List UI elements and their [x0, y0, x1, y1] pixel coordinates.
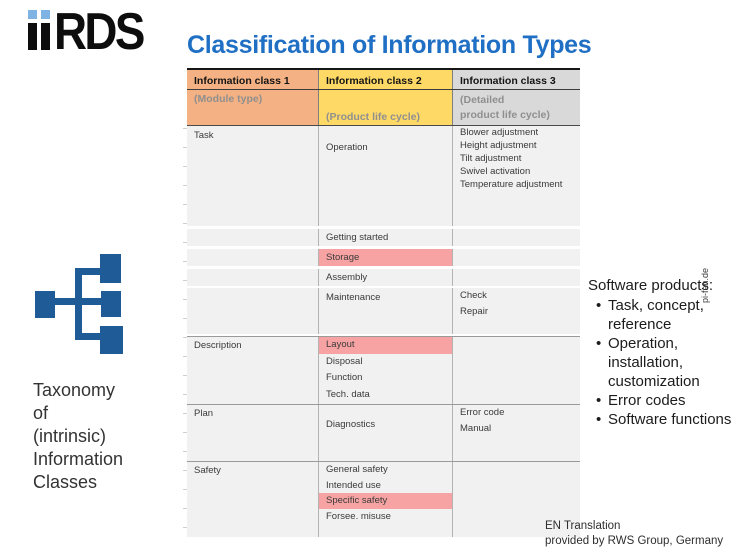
list-item: Intended use	[326, 479, 381, 491]
cell-task-details: Blower adjustment Height adjustment Tilt…	[452, 126, 580, 226]
note-bullet-item: • Task, concept, reference	[588, 296, 740, 334]
subheader-text: (Detailed	[460, 94, 505, 106]
credit-line-1: EN Translation	[545, 520, 621, 532]
subheader-text: product life cycle)	[460, 109, 550, 121]
detail-item: Tilt adjustment	[460, 153, 522, 164]
header-class-2: Information class 2	[318, 70, 452, 89]
bullet-icon: •	[596, 411, 602, 428]
header-class-3: Information class 3	[452, 70, 580, 89]
section-description: Description Layout Disposal Function Tec…	[187, 336, 580, 404]
translation-credit: EN Translation provided by RWS Group, Ge…	[545, 519, 723, 549]
detail-item: Blower adjustment	[460, 127, 539, 138]
subheader-module-type: (Module type)	[187, 90, 318, 125]
logo-dot-icon	[28, 10, 37, 19]
note-bullet-item: • Operation, installation, customization	[588, 334, 740, 391]
caption-line: Information	[33, 449, 124, 469]
bullet-text: Error codes	[608, 392, 686, 409]
cell-operation: Operation	[326, 142, 368, 153]
note-bullet-item: • Software functions	[588, 410, 740, 429]
bullet-icon: •	[596, 335, 602, 352]
taxonomy-caption: Taxonomy of (intrinsic) Information Clas…	[33, 379, 123, 494]
list-item: Tech. data	[326, 388, 370, 400]
section-storage: Storage	[187, 249, 580, 266]
cell-maintenance: Maintenance	[326, 292, 381, 303]
header-class-1: Information class 1	[187, 70, 318, 89]
software-products-note: Software products: • Task, concept, refe…	[588, 276, 740, 429]
iirds-logo: RDS	[28, 3, 155, 62]
detail-item: Manual	[460, 422, 492, 434]
logo-rds-text: RDS	[54, 3, 145, 62]
detail-item: Height adjustment	[460, 140, 537, 151]
row-tick-marks	[183, 128, 187, 536]
table-header-row: Information class 1 Information class 2 …	[187, 68, 580, 90]
cell-description: Description	[194, 340, 242, 351]
watermark-pifan: pi-fan.de	[700, 267, 710, 303]
table-subheader-row: (Module type) (Product life cycle) (Deta…	[187, 90, 580, 126]
caption-line: of	[33, 403, 49, 423]
subheader-text: (Module type)	[194, 93, 263, 105]
bullet-icon: •	[596, 297, 602, 314]
cell-plan-details: Error code Manual	[452, 405, 580, 461]
cell-description-list: Layout Disposal Function Tech. data	[318, 337, 452, 404]
cell-maintenance-details: Check Repair	[452, 288, 580, 334]
section-maintenance: Maintenance Check Repair	[187, 288, 580, 334]
list-item: Disposal	[326, 355, 363, 367]
cell-safety-list: General safety Intended use Specific saf…	[318, 462, 452, 537]
cell-storage-text: Storage	[326, 252, 360, 263]
classification-table: Information class 1 Information class 2 …	[187, 68, 580, 537]
section-plan: Plan Diagnostics Error code Manual	[187, 404, 580, 461]
section-assembly: Assembly	[187, 269, 580, 286]
caption-line: Taxonomy	[33, 380, 116, 400]
cell-storage-highlighted: Storage	[318, 249, 452, 266]
list-item: Function	[326, 372, 363, 383]
logo-stem	[28, 23, 37, 50]
detail-item: Temperature adjustment	[460, 179, 563, 190]
subheader-detailed-life-cycle: (Detailed product life cycle)	[452, 90, 580, 125]
section-safety: Safety General safety Intended use Speci…	[187, 461, 580, 537]
note-title: Software products:	[588, 277, 714, 294]
page-title: Classification of Information Types	[187, 31, 592, 59]
logo-dot-icon	[41, 10, 50, 19]
iirds-logo-ii-icon	[28, 10, 50, 50]
bullet-text: Operation, installation, customization	[608, 335, 700, 390]
subheader-text: (Product life cycle)	[326, 111, 420, 123]
detail-item: Repair	[460, 305, 488, 317]
cell-task: Task	[194, 130, 214, 141]
cell-safety: Safety	[194, 465, 221, 476]
taxonomy-tree-icon	[35, 254, 123, 354]
cell-diagnostics: Diagnostics	[326, 419, 376, 430]
list-item-specific-safety-highlighted: Specific safety	[319, 493, 452, 509]
list-item-layout-highlighted: Layout	[319, 337, 452, 354]
caption-line: (intrinsic)	[33, 426, 107, 446]
detail-item: Check	[460, 290, 487, 301]
subheader-product-life-cycle: (Product life cycle)	[318, 90, 452, 125]
cell-assembly: Assembly	[326, 272, 368, 283]
list-item: Forsee. misuse	[326, 510, 391, 522]
cell-getting-started: Getting started	[326, 232, 389, 243]
bullet-text: Software functions	[608, 411, 732, 428]
cell-plan: Plan	[194, 408, 214, 419]
logo-stem	[41, 23, 50, 50]
bullet-icon: •	[596, 392, 602, 409]
bullet-text: Task, concept, reference	[608, 297, 704, 333]
list-item: General safety	[326, 464, 388, 475]
detail-item: Swivel activation	[460, 166, 531, 177]
credit-line-2: provided by RWS Group, Germany	[545, 535, 724, 547]
note-bullet-item: • Error codes	[588, 391, 740, 410]
detail-item: Error code	[460, 407, 505, 418]
caption-line: Classes	[33, 472, 98, 492]
section-getting-started: Getting started	[187, 229, 580, 246]
section-task: Task Operation Blower adjustment Height …	[187, 126, 580, 226]
